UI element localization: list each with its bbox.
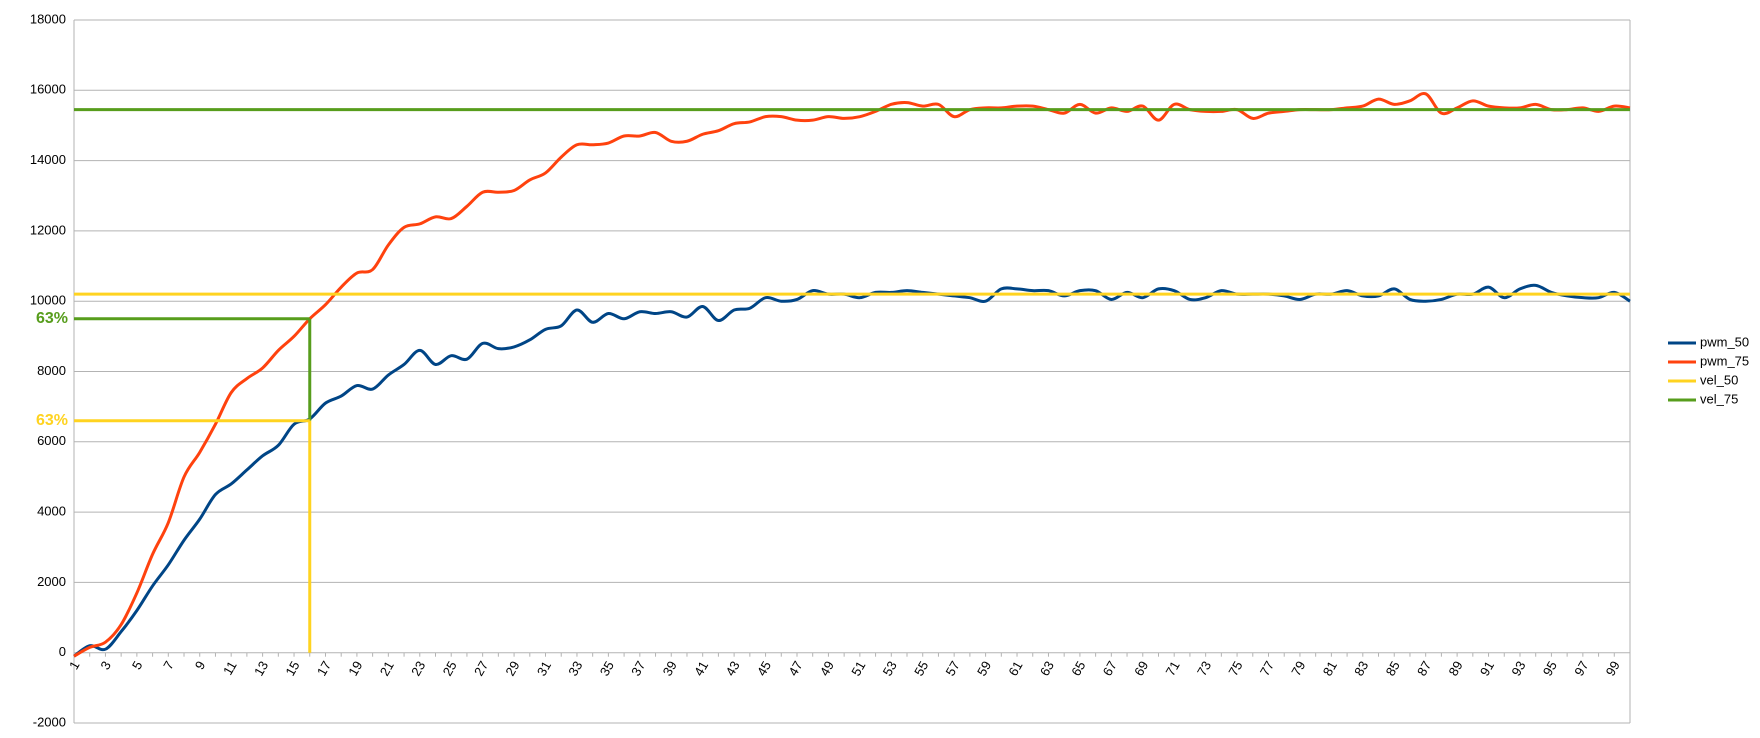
x-tick-label: 45: [754, 658, 774, 678]
series-line: [73, 283, 1631, 658]
y-tick-label: 10000: [30, 293, 66, 308]
x-tick-label: 71: [1163, 658, 1183, 678]
x-tick-label: 95: [1540, 658, 1560, 678]
annotation-label: 63%: [36, 412, 68, 429]
x-tick-label: 53: [880, 658, 900, 678]
legend-label: vel_75: [1700, 391, 1738, 406]
x-tick-label: 17: [314, 658, 334, 678]
y-tick-label: 8000: [37, 363, 66, 378]
x-tick-label: 19: [345, 658, 365, 678]
legend-label: pwm_50: [1700, 334, 1749, 349]
x-tick-label: 43: [722, 658, 742, 678]
y-tick-label: -2000: [33, 714, 66, 729]
x-tick-label: 59: [974, 658, 994, 678]
x-tick-label: 37: [628, 658, 648, 678]
x-tick-label: 69: [1131, 658, 1151, 678]
x-tick-label: 93: [1508, 658, 1528, 678]
x-tick-label: 7: [160, 658, 177, 672]
x-tick-label: 3: [97, 658, 114, 672]
x-tick-label: 61: [1005, 658, 1025, 678]
y-tick-label: 2000: [37, 574, 66, 589]
x-tick-label: 9: [192, 658, 209, 672]
x-tick-label: 65: [1068, 658, 1088, 678]
y-tick-label: 4000: [37, 504, 66, 519]
x-tick-label: 15: [282, 658, 302, 678]
x-tick-label: 21: [377, 658, 397, 678]
x-tick-label: 63: [1037, 658, 1057, 678]
x-tick-label: 41: [691, 658, 711, 678]
x-tick-label: 27: [471, 658, 491, 678]
x-tick-label: 31: [534, 658, 554, 678]
y-tick-label: 6000: [37, 433, 66, 448]
x-tick-label: 29: [502, 658, 522, 678]
x-tick-label: 49: [817, 658, 837, 678]
annotation-label: 63%: [36, 310, 68, 327]
x-tick-label: 73: [1194, 658, 1214, 678]
x-tick-label: 23: [408, 658, 428, 678]
x-tick-label: 87: [1414, 658, 1434, 678]
x-tick-label: 13: [251, 658, 271, 678]
x-tick-label: 47: [785, 658, 805, 678]
x-tick-label: 85: [1383, 658, 1403, 678]
x-tick-label: 11: [220, 658, 240, 677]
x-tick-label: 33: [565, 658, 585, 678]
x-tick-label: 51: [848, 658, 868, 678]
x-tick-label: 67: [1100, 658, 1120, 678]
x-tick-label: 55: [911, 658, 931, 678]
y-tick-label: 12000: [30, 222, 66, 237]
x-tick-label: 99: [1603, 658, 1623, 678]
y-tick-label: 18000: [30, 11, 66, 26]
y-tick-label: 0: [59, 644, 66, 659]
x-tick-label: 83: [1351, 658, 1371, 678]
x-tick-label: 35: [597, 658, 617, 678]
x-tick-label: 89: [1445, 658, 1465, 678]
legend-label: pwm_75: [1700, 353, 1749, 368]
x-tick-label: 39: [660, 658, 680, 678]
series-line: [73, 91, 1631, 658]
x-tick-label: 97: [1571, 658, 1591, 678]
legend-label: vel_50: [1700, 372, 1738, 387]
y-tick-label: 16000: [30, 82, 66, 97]
x-tick-label: 57: [943, 658, 963, 678]
x-tick-label: 75: [1225, 658, 1245, 678]
x-tick-label: 77: [1257, 658, 1277, 678]
x-tick-label: 81: [1320, 658, 1340, 678]
x-tick-label: 91: [1477, 658, 1497, 678]
x-tick-label: 25: [440, 658, 460, 678]
x-tick-label: 5: [129, 658, 146, 672]
y-tick-label: 14000: [30, 152, 66, 167]
x-tick-label: 79: [1288, 658, 1308, 678]
